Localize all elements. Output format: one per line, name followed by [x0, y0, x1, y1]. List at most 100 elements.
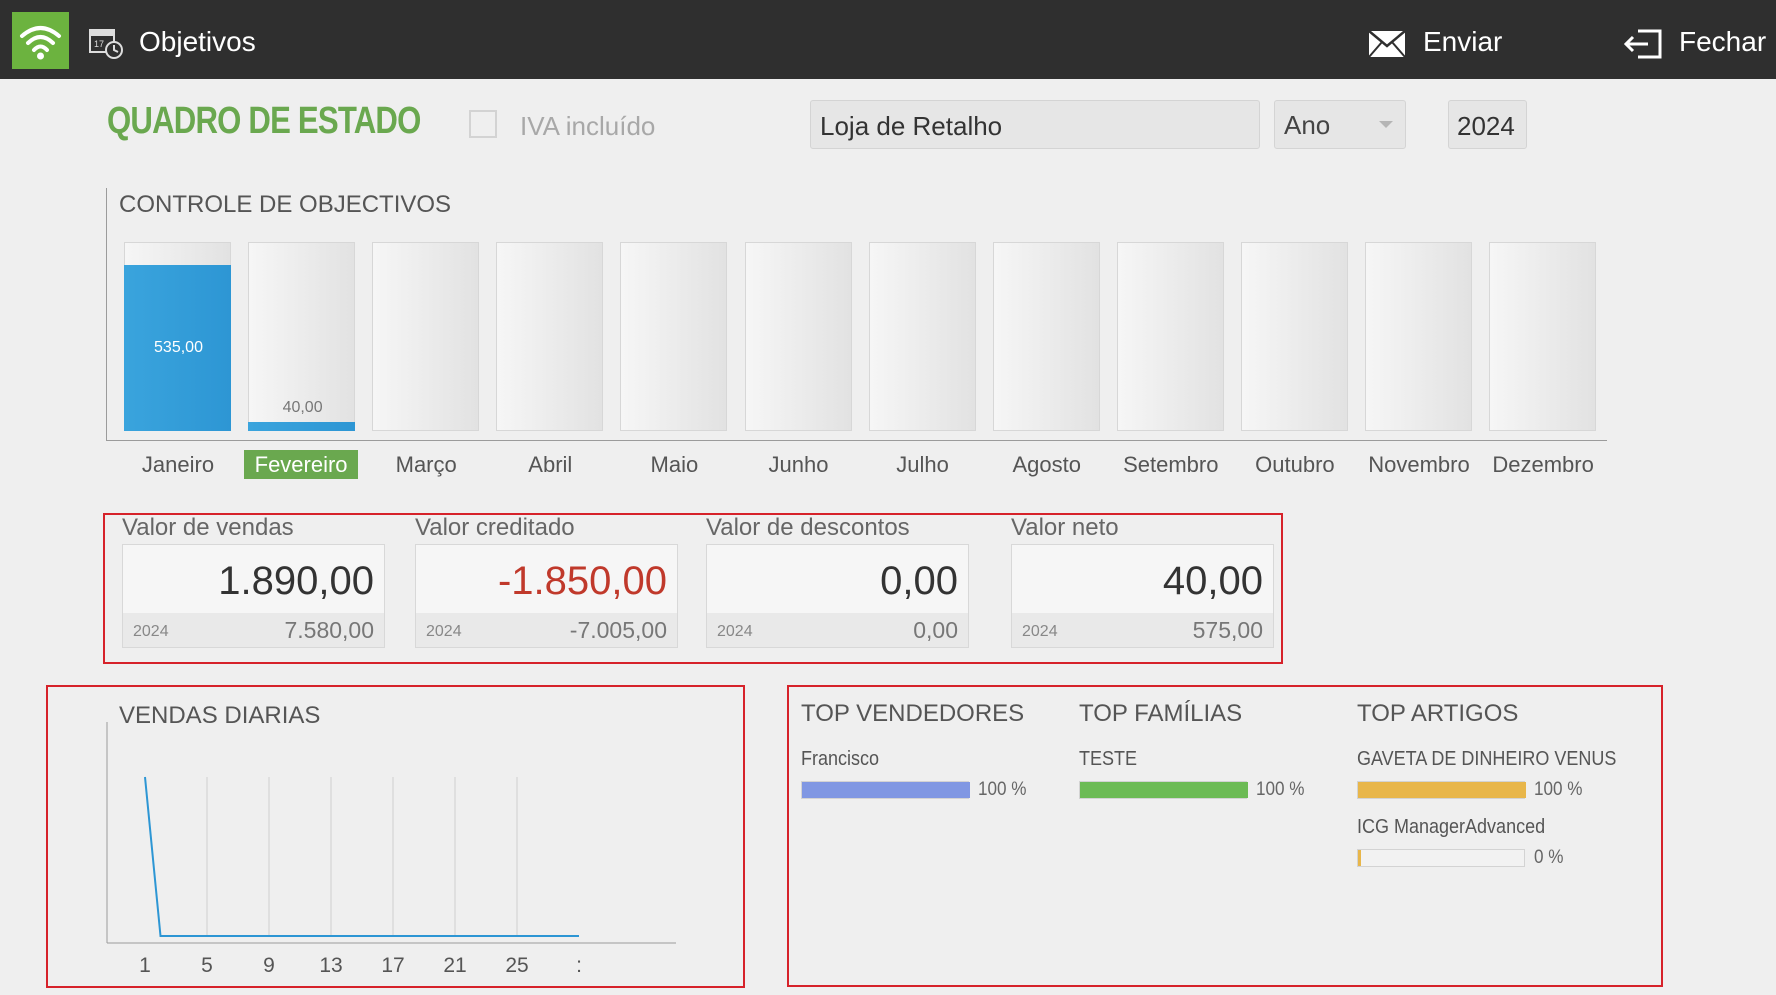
objective-bar[interactable] [1116, 242, 1224, 431]
month-label-novembro[interactable]: Novembro [1368, 452, 1470, 477]
objective-bar[interactable] [1240, 242, 1348, 431]
objective-bar[interactable] [620, 242, 728, 431]
objective-bar[interactable] [1365, 242, 1472, 431]
objective-bar-value: 40,00 [282, 399, 323, 416]
objective-bar[interactable] [372, 242, 480, 431]
top-item-percent: 0 % [1534, 847, 1564, 868]
month-label-março[interactable]: Março [395, 452, 457, 477]
store-select[interactable]: Loja de Retalho [810, 100, 1260, 149]
kpi-footer: 2024 7.580,00 [123, 613, 384, 647]
top-bar: 17 Objetivos Enviar Fechar [0, 0, 1776, 79]
period-select[interactable]: Ano [1274, 100, 1406, 149]
kpi-footer: 2024 0,00 [707, 613, 968, 647]
kpi-card: 1.890,00 2024 7.580,00 [122, 544, 385, 648]
objectives-chart-frame [106, 188, 1607, 441]
kpi-card: 0,00 2024 0,00 [706, 544, 969, 648]
month-label-dezembro[interactable]: Dezembro [1492, 452, 1594, 477]
chart-x-tick-label: 13 [319, 954, 342, 977]
daily-sales-chart: 1 5 9 13 17 21 25: [106, 722, 676, 977]
chart-x-tick-label: 9 [263, 954, 275, 977]
top-item-bar [1357, 849, 1525, 867]
objective-bar[interactable] [868, 242, 976, 431]
kpi-year-total: 575,00 [1192, 617, 1263, 643]
kpi-footer: 2024 -7.005,00 [416, 613, 677, 647]
month-label-outubro[interactable]: Outubro [1255, 452, 1335, 477]
top-group-title: TOP VENDEDORES [801, 700, 1025, 727]
objective-bar[interactable] [1489, 242, 1597, 431]
top-item-bar [801, 781, 970, 799]
iva-checkbox[interactable] [469, 110, 497, 138]
kpi-value: -1.850,00 [497, 559, 667, 603]
chart-series-line [144, 776, 579, 937]
year-field[interactable]: 2024 [1448, 100, 1527, 149]
month-label-julho[interactable]: Julho [896, 452, 949, 477]
top-item-bar-fill [1358, 850, 1361, 866]
top-item-name: Francisco [801, 748, 880, 770]
kpi-highlight-box [103, 513, 1283, 664]
iva-label: IVA incluído [520, 111, 656, 141]
objective-bar-fill [248, 422, 356, 431]
kpi-year: 2024 [717, 623, 753, 640]
objective-bar-fill [124, 265, 231, 431]
tops-highlight-box [787, 685, 1663, 987]
svg-text:17: 17 [94, 39, 104, 49]
top-item-bar-fill [1358, 782, 1526, 798]
objectives-title: CONTROLE DE OBJECTIVOS [119, 191, 452, 218]
app-title: Objetivos [139, 26, 256, 57]
chart-x-tick-label: 1 [139, 954, 151, 977]
month-label-agosto[interactable]: Agosto [1012, 452, 1081, 477]
kpi-card: -1.850,00 2024 -7.005,00 [415, 544, 678, 648]
kpi-label: Valor creditado [415, 514, 575, 541]
chart-x-tick-label: 5 [201, 954, 213, 977]
top-group-title: TOP FAMÍLIAS [1079, 700, 1243, 727]
month-label-junho[interactable]: Junho [768, 452, 829, 477]
period-value: Ano [1284, 110, 1331, 140]
objective-bar[interactable] [992, 242, 1100, 431]
top-item-name: GAVETA DE DINHEIRO VENUS [1357, 748, 1617, 770]
month-label-abril[interactable]: Abril [528, 452, 573, 477]
month-label-fevereiro[interactable]: Fevereiro [244, 450, 359, 479]
envelope-icon[interactable] [1368, 30, 1406, 63]
kpi-value: 40,00 [1162, 559, 1263, 603]
calendar-icon: 17 [88, 26, 124, 65]
chart-x-tick-label: 25 [505, 954, 528, 977]
month-label-setembro[interactable]: Setembro [1123, 452, 1219, 477]
daily-sales-title: VENDAS DIARIAS [119, 702, 321, 729]
wifi-icon[interactable] [12, 12, 69, 69]
kpi-year-total: 7.580,00 [284, 617, 374, 643]
top-group-title: TOP ARTIGOS [1357, 700, 1519, 727]
kpi-card: 40,00 2024 575,00 [1011, 544, 1274, 648]
kpi-label: Valor de descontos [706, 514, 910, 541]
month-label-maio[interactable]: Maio [650, 452, 699, 477]
top-item-percent: 100 % [978, 779, 1027, 800]
top-item-percent: 100 % [1256, 779, 1305, 800]
chart-x-tick-label: 17 [381, 954, 404, 977]
kpi-year: 2024 [426, 623, 462, 640]
objective-bar[interactable] [744, 242, 852, 431]
chart-x-tick-label: 21 [443, 954, 466, 977]
top-item-percent: 100 % [1534, 779, 1583, 800]
kpi-footer: 2024 575,00 [1012, 613, 1273, 647]
daily-highlight-box [46, 685, 745, 988]
objective-bar[interactable]: 535,00 [124, 242, 231, 431]
kpi-label: Valor de vendas [122, 514, 294, 541]
close-button[interactable]: Fechar [1679, 26, 1767, 57]
top-item-bar-fill [802, 782, 970, 798]
objective-bar[interactable] [496, 242, 604, 431]
month-label-janeiro[interactable]: Janeiro [141, 452, 215, 477]
top-item-name: TESTE [1079, 748, 1138, 770]
kpi-value: 1.890,00 [218, 559, 374, 603]
chart-x-tick-label: : [576, 954, 582, 977]
page-title: QUADRO DE ESTADO [107, 100, 421, 142]
kpi-year-total: -7.005,00 [569, 617, 667, 643]
top-item-bar [1079, 781, 1248, 799]
objective-bar[interactable]: 40,00 [248, 242, 356, 431]
kpi-label: Valor neto [1011, 514, 1119, 541]
kpi-year: 2024 [1022, 623, 1058, 640]
top-item-bar-fill [1080, 782, 1248, 798]
kpi-year-total: 0,00 [913, 617, 958, 643]
chevron-down-icon [1379, 121, 1393, 128]
send-button[interactable]: Enviar [1423, 26, 1503, 57]
top-item-name: ICG ManagerAdvanced [1357, 816, 1546, 838]
exit-icon[interactable] [1623, 27, 1664, 66]
